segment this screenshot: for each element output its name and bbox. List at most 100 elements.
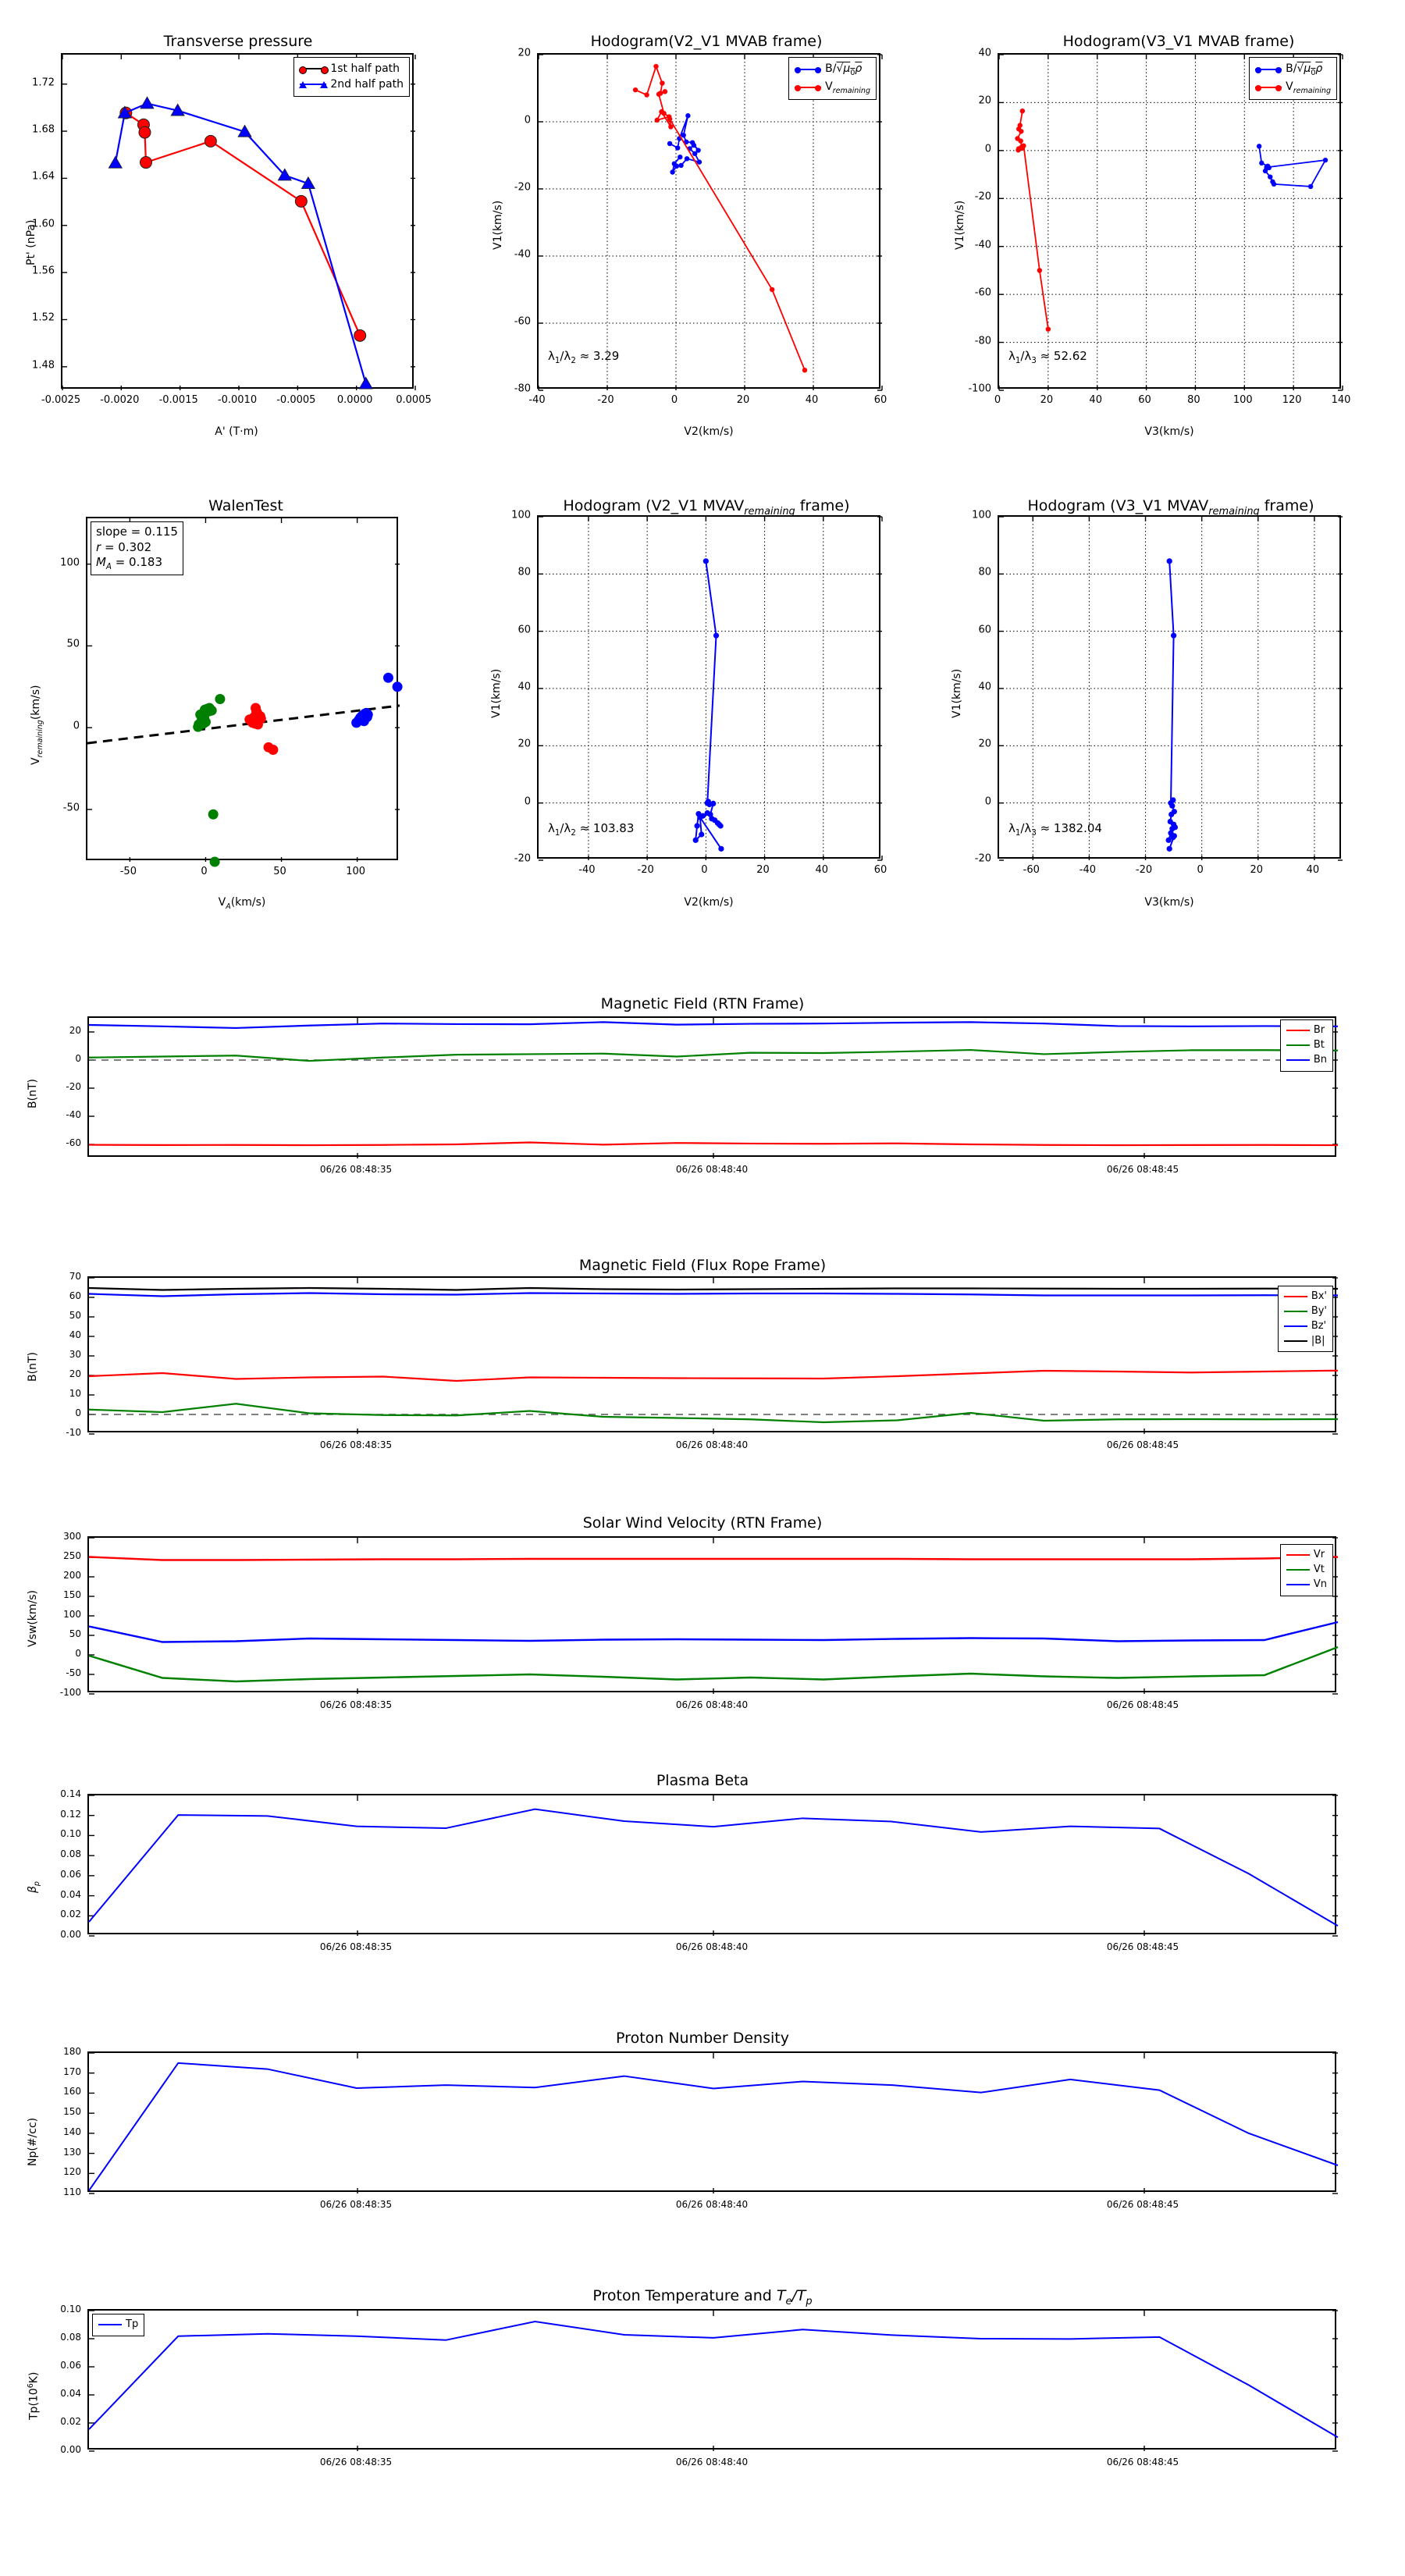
x-time-tick-label: 06/26 08:48:40 bbox=[675, 2199, 749, 2210]
y-tick-label: -80 bbox=[514, 382, 531, 395]
y-tick-label: 1.60 bbox=[32, 218, 55, 230]
x-tick-label: -0.0025 bbox=[41, 394, 81, 406]
x-axis-label: VA(km/s) bbox=[218, 896, 266, 911]
x-tick-label: -0.0020 bbox=[100, 394, 140, 406]
panel-hodogram-v2v1-mvab: Hodogram(V2_V1 MVAB frame) V1(km/s) V2(k… bbox=[468, 0, 937, 453]
y-tick-label: 0 bbox=[524, 795, 531, 808]
y-tick-label: 40 bbox=[978, 681, 991, 693]
legend-swatch-tp bbox=[98, 2324, 122, 2326]
x-tick-label: 0 bbox=[994, 394, 1001, 406]
legend-item-bmag: |B| bbox=[1283, 1334, 1327, 1349]
plot-svg bbox=[88, 1277, 1339, 1435]
legend: Vr Vt Vn bbox=[1279, 1544, 1333, 1596]
y-tick-label: 0.14 bbox=[60, 1788, 81, 1799]
y-tick-label: 160 bbox=[63, 2086, 81, 2097]
y-tick-label: -20 bbox=[514, 852, 531, 865]
y-tick-label: 100 bbox=[972, 509, 991, 521]
x-tick-label: 120 bbox=[1282, 394, 1302, 406]
plot-area: 1st half path 2nd half path bbox=[61, 53, 416, 390]
y-tick-label: 60 bbox=[978, 624, 991, 636]
x-tick-label: -20 bbox=[597, 394, 614, 406]
y-tick-label: -40 bbox=[514, 248, 531, 261]
x-tick-label: 20 bbox=[1040, 394, 1054, 406]
x-tick-label: 80 bbox=[1187, 394, 1200, 406]
x-tick-label: 40 bbox=[805, 394, 819, 406]
y-axis-label: Np(#/cc) bbox=[27, 2117, 39, 2166]
x-time-tick-label: 06/26 08:48:40 bbox=[675, 1164, 749, 1175]
y-tick-label: -60 bbox=[66, 1137, 81, 1148]
panel-title: Proton Number Density bbox=[616, 2030, 789, 2047]
x-tick-label: 50 bbox=[273, 866, 286, 877]
legend-label-balfven: B/√μ0ρ bbox=[825, 62, 863, 77]
panel-plasma-beta: Plasma Beta βp 0.00 0.02 0.04 0.06 0.08 0.10 0… bbox=[0, 1741, 1405, 1998]
legend-swatch-bt bbox=[1286, 1044, 1310, 1047]
series-Bn bbox=[88, 1021, 1339, 1030]
series-Vt bbox=[88, 1646, 1339, 1683]
x-time-tick-label: 06/26 08:48:35 bbox=[319, 2199, 393, 2210]
legend-item-br: Br bbox=[1286, 1023, 1327, 1038]
legend-item-bz: Bz' bbox=[1283, 1319, 1327, 1334]
y-tick-label: -40 bbox=[66, 1109, 81, 1120]
y-tick-label: 180 bbox=[63, 2046, 81, 2057]
legend-swatch-1st bbox=[299, 66, 329, 75]
series-Vr bbox=[88, 1556, 1339, 1561]
legend-label-vt: Vt bbox=[1313, 1563, 1325, 1575]
y-tick-label: 100 bbox=[60, 557, 80, 569]
y-tick-label: 10 bbox=[69, 1388, 81, 1399]
plot-area: Tp bbox=[87, 2309, 1339, 2452]
panel-title: Hodogram (V3_V1 MVAVremaining frame) bbox=[1027, 497, 1314, 518]
legend-swatch-vt bbox=[1286, 1569, 1310, 1571]
legend-swatch-2nd bbox=[299, 81, 329, 89]
plot-area: Bx' By' Bz' |B| bbox=[87, 1276, 1339, 1435]
x-tick-label: 140 bbox=[1331, 394, 1351, 406]
legend-swatch-vn bbox=[1286, 1584, 1310, 1586]
series-Bt bbox=[88, 1048, 1339, 1062]
legend-label-vn: Vn bbox=[1313, 1578, 1327, 1590]
series-red-group bbox=[244, 703, 279, 755]
plot-area: B/√μ0ρ Vremaining λ1/λ3 ≈ 52.62 bbox=[998, 53, 1343, 391]
y-tick-label: -80 bbox=[974, 335, 991, 347]
x-tick-label: 0 bbox=[670, 394, 678, 406]
y-tick-label: 0 bbox=[984, 795, 991, 808]
y-tick-label: -60 bbox=[974, 286, 991, 299]
series--B- bbox=[88, 1286, 1339, 1291]
y-tick-label: 0.02 bbox=[60, 2416, 81, 2427]
y-tick-label: 0.08 bbox=[60, 2332, 81, 2343]
plot-svg bbox=[62, 55, 416, 390]
legend-label-bmag: |B| bbox=[1311, 1334, 1325, 1347]
plot-area bbox=[87, 1794, 1339, 1937]
legend: B/√μ0ρ Vremaining bbox=[1249, 57, 1337, 101]
series-Np bbox=[88, 2062, 1339, 2191]
y-tick-label: 100 bbox=[511, 509, 531, 521]
plot-svg bbox=[539, 516, 883, 861]
y-axis-label: V1(km/s) bbox=[490, 668, 503, 718]
legend: Br Bt Bn bbox=[1279, 1019, 1333, 1072]
plot-area: slope = 0.115 r = 0.302 MA = 0.183 bbox=[86, 517, 403, 867]
x-time-tick-label: 06/26 08:48:35 bbox=[319, 2457, 393, 2467]
legend-swatch-balfven bbox=[795, 67, 822, 74]
eigenvalue-ratio-value: 1382.04 bbox=[1053, 821, 1102, 835]
y-tick-label: 0.00 bbox=[60, 2444, 81, 2455]
x-tick-label: 40 bbox=[1306, 864, 1320, 876]
legend-swatch-bn bbox=[1286, 1059, 1310, 1062]
legend-item-vremaining: Vremaining bbox=[1255, 79, 1331, 97]
plot-svg bbox=[87, 518, 403, 867]
x-axis-label: V3(km/s) bbox=[1144, 896, 1194, 909]
x-tick-label: 40 bbox=[1089, 394, 1102, 406]
y-tick-label: 0 bbox=[75, 1407, 81, 1418]
series-Vn bbox=[88, 1621, 1339, 1643]
y-tick-label: 200 bbox=[63, 1570, 81, 1581]
plot-svg bbox=[88, 1537, 1339, 1695]
eigenvalue-ratio-annotation: λ1/λ2 ≈ 3.29 bbox=[548, 349, 620, 365]
legend-label-bn: Bn bbox=[1313, 1053, 1327, 1066]
y-tick-label: 0 bbox=[984, 143, 991, 155]
x-tick-label: 60 bbox=[1138, 394, 1151, 406]
legend-item-balfven: B/√μ0ρ bbox=[1255, 61, 1331, 79]
panel-hodogram-v3v1-mvav: Hodogram (V3_V1 MVAVremaining frame) V1(… bbox=[937, 468, 1405, 921]
y-tick-label: 0 bbox=[73, 720, 80, 732]
y-tick-label: 1.68 bbox=[32, 123, 55, 136]
x-time-tick-label: 06/26 08:48:35 bbox=[319, 1164, 393, 1175]
series-V1-vs-V2 bbox=[692, 558, 724, 852]
legend-item-1st: 1st half path bbox=[299, 61, 404, 76]
panel-proton-number-density: Proton Number Density Np(#/cc) 110 120 130… bbox=[0, 1998, 1405, 2256]
